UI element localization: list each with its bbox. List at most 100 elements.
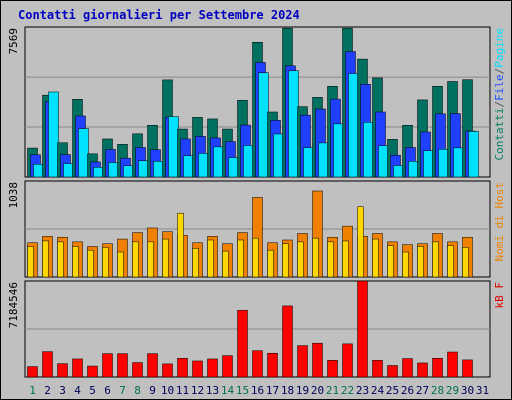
bar-kb-day-10 — [162, 363, 173, 378]
x-tick-label-22: 22 — [341, 384, 354, 397]
x-tick-label-31: 31 — [476, 384, 489, 397]
bar-host-inner-day-27 — [417, 246, 424, 278]
bar-host-inner-day-14 — [222, 250, 229, 278]
x-tick-label-7: 7 — [119, 384, 126, 397]
panel-2-legend: Nomi di Host — [493, 182, 506, 261]
bar-pagine-day-3 — [63, 163, 74, 178]
x-tick-label-24: 24 — [371, 384, 385, 397]
bar-host-inner-day-1 — [27, 246, 34, 278]
bar-host-inner-day-16 — [252, 237, 259, 278]
bar-host-inner-day-23 — [357, 206, 364, 278]
bar-pagine-day-25 — [393, 165, 404, 178]
bar-host-inner-day-25 — [387, 245, 394, 278]
x-tick-label-3: 3 — [59, 384, 66, 397]
bar-host-inner-day-30 — [462, 247, 469, 278]
bar-pagine-day-16 — [258, 72, 269, 178]
bar-kb-day-6 — [102, 353, 113, 378]
x-tick-label-10: 10 — [161, 384, 174, 397]
bar-host-inner-day-18 — [282, 243, 289, 278]
x-tick-label-8: 8 — [134, 384, 141, 397]
legend-part: Nomi di Host — [493, 182, 506, 261]
bar-host-inner-day-28 — [432, 241, 439, 278]
bar-kb-day-24 — [372, 360, 383, 378]
bar-kb-day-11 — [177, 358, 188, 378]
legend-part: kB F — [493, 282, 506, 309]
legend-part: / — [493, 101, 506, 108]
bar-kb-day-2 — [42, 351, 53, 378]
bar-host-inner-day-15 — [237, 239, 244, 278]
bar-kb-day-23 — [357, 280, 368, 378]
bar-kb-day-25 — [387, 365, 398, 378]
bar-kb-day-7 — [117, 353, 128, 378]
x-tick-label-17: 17 — [266, 384, 279, 397]
x-tick-label-12: 12 — [191, 384, 204, 397]
bar-kb-day-1 — [27, 366, 38, 378]
bar-kb-day-13 — [207, 358, 218, 378]
bar-host-inner-day-10 — [162, 238, 169, 278]
bar-pagine-day-8 — [138, 160, 149, 178]
legend-part: / — [493, 68, 506, 75]
x-tick-label-23: 23 — [356, 384, 369, 397]
bar-kb-day-27 — [417, 362, 428, 378]
chart-title: Contatti giornalieri per Settembre 2024 — [18, 8, 300, 22]
bar-pagine-day-30 — [468, 131, 479, 178]
bar-pagine-day-15 — [243, 145, 254, 178]
bar-pagine-day-22 — [348, 73, 359, 178]
bar-kb-day-22 — [342, 343, 353, 378]
x-tick-label-15: 15 — [236, 384, 249, 397]
bar-pagine-day-18 — [288, 70, 299, 178]
legend-part: Pagine — [493, 28, 506, 68]
bar-host-inner-day-9 — [147, 241, 154, 278]
bar-host-inner-day-6 — [102, 247, 109, 278]
panel-2-y-max-label: 1038 — [7, 182, 20, 209]
bar-host-inner-day-3 — [57, 241, 64, 278]
bar-kb-day-12 — [192, 360, 203, 378]
x-tick-label-27: 27 — [416, 384, 429, 397]
bar-kb-day-19 — [297, 345, 308, 378]
legend-part: Contatti — [493, 108, 506, 161]
bar-pagine-day-1 — [33, 164, 44, 178]
x-tick-label-26: 26 — [401, 384, 414, 397]
bar-pagine-day-19 — [303, 147, 314, 178]
bar-pagine-day-23 — [363, 122, 374, 178]
x-tick-label-5: 5 — [89, 384, 96, 397]
bar-kb-day-15 — [237, 310, 248, 378]
x-tick-label-29: 29 — [446, 384, 459, 397]
bar-host-inner-day-26 — [402, 251, 409, 278]
bar-pagine-day-28 — [438, 149, 449, 178]
x-tick-label-19: 19 — [296, 384, 309, 397]
x-tick-label-14: 14 — [221, 384, 235, 397]
x-tick-label-16: 16 — [251, 384, 264, 397]
bar-kb-day-26 — [402, 358, 413, 378]
bar-kb-day-3 — [57, 363, 68, 378]
bar-host-inner-day-11 — [177, 212, 184, 278]
bar-pagine-day-5 — [93, 167, 104, 178]
panel-3-y-max-label: 7184546 — [7, 282, 20, 328]
bar-pagine-day-10 — [168, 116, 179, 178]
bar-pagine-day-6 — [108, 162, 119, 178]
bar-host-inner-day-2 — [42, 240, 49, 278]
bar-pagine-day-17 — [273, 133, 284, 178]
bar-kb-day-5 — [87, 365, 98, 378]
bar-host-inner-day-8 — [132, 241, 139, 278]
bar-host-inner-day-5 — [87, 249, 94, 278]
x-tick-label-21: 21 — [326, 384, 339, 397]
legend-part: File — [493, 74, 506, 101]
x-tick-label-11: 11 — [176, 384, 189, 397]
bar-host-inner-day-7 — [117, 251, 124, 278]
bar-pagine-day-11 — [183, 155, 194, 178]
bar-pagine-day-14 — [228, 157, 239, 178]
bar-pagine-day-20 — [318, 142, 329, 178]
bar-host-inner-day-20 — [312, 237, 319, 278]
bar-host-inner-day-13 — [207, 239, 214, 278]
x-tick-label-6: 6 — [104, 384, 111, 397]
bar-pagine-day-2 — [48, 91, 59, 178]
bar-kb-day-14 — [222, 355, 233, 378]
panel-1-legend: Contatti/File/Pagine — [493, 28, 506, 160]
panel-1-y-max-label: 7569 — [7, 28, 20, 55]
x-tick-label-28: 28 — [431, 384, 444, 397]
bar-kb-day-4 — [72, 358, 83, 378]
panel-3-legend: kB F — [493, 282, 506, 309]
bar-host-inner-day-29 — [447, 245, 454, 278]
